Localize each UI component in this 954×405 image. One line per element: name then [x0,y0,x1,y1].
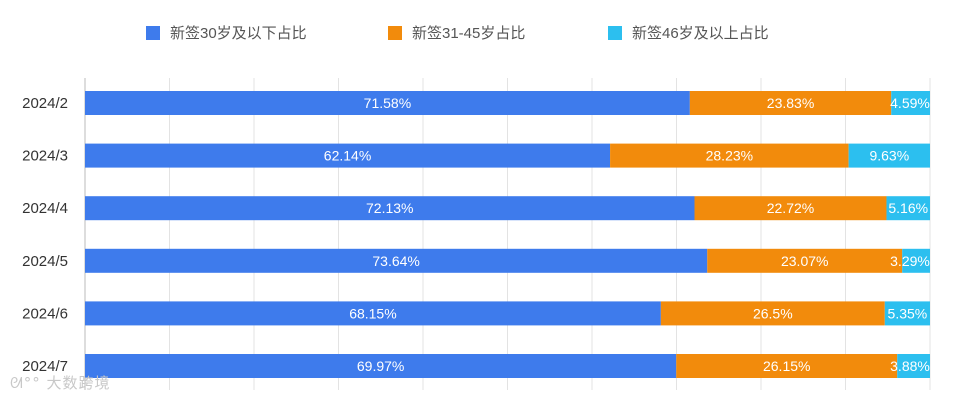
data-label: 62.14% [324,148,371,164]
bar-segment[interactable] [897,354,930,378]
data-label: 26.5% [753,305,793,321]
legend-item-series-2[interactable]: 新签31-45岁占比 [388,22,525,43]
data-label: 5.35% [888,305,928,321]
bar-segment[interactable] [891,91,930,115]
bar-segment[interactable] [85,248,708,273]
data-label: 26.15% [763,358,810,374]
y-tick-label: 2024/4 [22,200,68,217]
grid-lines [84,78,931,390]
y-tick-label: 2024/5 [22,253,68,270]
legend-label-series-2: 新签31-45岁占比 [412,25,526,42]
watermark: ᘛ°° 大数跨境 [10,372,111,393]
bar-segment[interactable] [884,301,930,326]
data-label: 28.23% [706,148,753,164]
paw-logo-icon: ᘛ°° [10,374,41,392]
legend-item-series-3[interactable]: 新签46岁及以上占比 [608,22,769,43]
data-label: 22.72% [767,200,814,216]
data-label: 73.64% [372,253,419,269]
bar-segment[interactable] [85,196,695,221]
chart-legend: 新签30岁及以下占比 新签31-45岁占比 新签46岁及以上占比 [0,22,954,48]
data-label: 4.59% [890,95,930,111]
data-labels: 71.58% 23.83% 4.59% 62.14% 28.23% 9.63% 72.13%… [324,95,930,374]
data-label: 69.97% [357,358,404,374]
data-label: 3.88% [890,358,930,374]
bar-segment[interactable] [85,143,611,168]
bar-segment[interactable] [902,248,930,273]
data-label: 23.83% [767,95,814,111]
bar-segment[interactable] [707,248,903,273]
bar-segment[interactable] [610,143,849,168]
data-label: 68.15% [349,305,396,321]
y-axis-tick-labels: 2024/2 2024/3 2024/4 2024/5 2024/6 2024/7 [22,95,68,375]
bar-segment[interactable] [689,91,892,115]
bar-segment[interactable] [85,354,677,378]
legend-swatch-series-1 [146,25,160,40]
bar-segment[interactable] [85,91,690,115]
bar-segment[interactable] [848,143,930,168]
data-label: 5.16% [888,200,928,216]
bar-series [85,91,930,378]
legend-swatch-series-2 [388,25,402,40]
bar-segment[interactable] [660,301,885,326]
data-label: 23.07% [781,253,828,269]
data-label: 71.58% [364,95,411,111]
legend-item-series-1[interactable]: 新签30岁及以下占比 [146,22,307,43]
data-label: 9.63% [869,148,909,164]
legend-label-series-3: 新签46岁及以上占比 [632,25,769,42]
y-tick-label: 2024/6 [22,305,68,322]
bar-segment[interactable] [694,196,887,221]
y-tick-label: 2024/7 [22,358,68,375]
legend-label-series-1: 新签30岁及以下占比 [170,25,307,42]
y-tick-label: 2024/2 [22,95,68,112]
bar-segment[interactable] [886,196,930,221]
bar-segment[interactable] [676,354,898,378]
watermark-text: 大数跨境 [46,374,111,392]
legend-swatch-series-3 [608,25,622,40]
data-label: 72.13% [366,200,413,216]
y-tick-label: 2024/3 [22,148,68,165]
bar-segment[interactable] [85,301,661,326]
data-label: 3.29% [890,253,930,269]
